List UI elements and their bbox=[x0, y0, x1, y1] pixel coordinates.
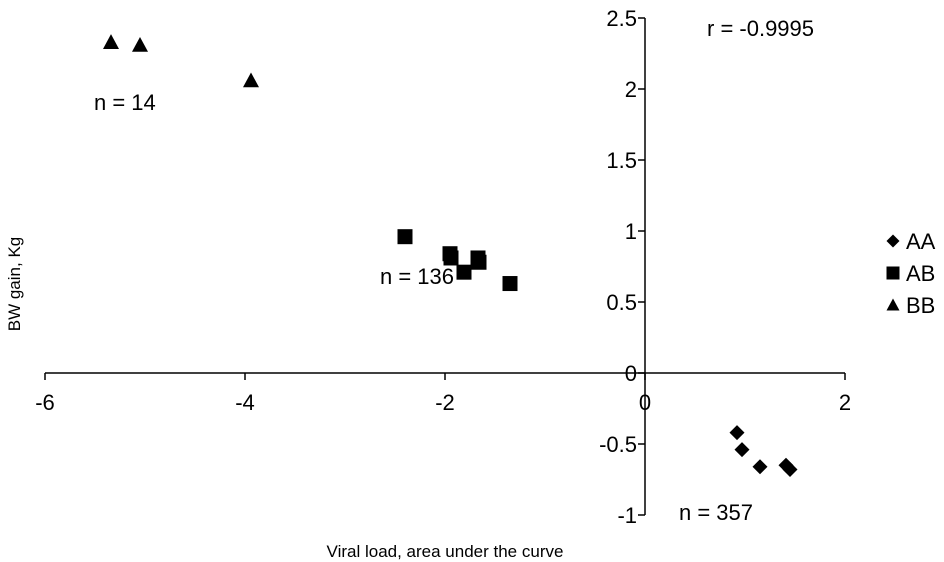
legend-item-aa: AA bbox=[886, 229, 936, 254]
y-axis-title: BW gain, Kg bbox=[5, 237, 24, 332]
axes: -6 -4 -2 0 2 2.521.510.50-0.5-1 bbox=[35, 6, 851, 528]
legend-marker-ab bbox=[886, 266, 900, 280]
x-tick-label: 0 bbox=[639, 390, 651, 415]
legend-item-ab: AB bbox=[886, 261, 935, 286]
point-aa bbox=[752, 459, 768, 475]
n-ab-annotation: n = 136 bbox=[380, 264, 454, 289]
legend-label-ab: AB bbox=[906, 261, 935, 286]
x-tick-label: -4 bbox=[235, 390, 255, 415]
point-bb bbox=[243, 72, 259, 88]
point-ab bbox=[471, 254, 487, 270]
point-ab bbox=[443, 250, 459, 266]
y-tick-labels: 2.5 2 1.5 1 0.5 0 -0.5 -1 bbox=[599, 6, 637, 528]
y-tick-label: 1.5 bbox=[606, 148, 637, 173]
y-tick-label: 1 bbox=[625, 219, 637, 244]
point-aa bbox=[729, 425, 745, 441]
legend-item-bb: BB bbox=[886, 293, 935, 318]
y-tick-label: -1 bbox=[617, 503, 637, 528]
y-tick-label: -0.5 bbox=[599, 432, 637, 457]
point-ab bbox=[456, 264, 472, 280]
legend-marker-aa bbox=[886, 234, 900, 248]
y-tick-label: 0.5 bbox=[606, 290, 637, 315]
series-ab bbox=[397, 229, 518, 292]
x-axis-title: Viral load, area under the curve bbox=[327, 542, 564, 561]
legend-label-aa: AA bbox=[906, 229, 936, 254]
series-aa bbox=[729, 425, 798, 478]
point-aa bbox=[734, 442, 750, 458]
x-tick-labels: -6 -4 -2 0 2 bbox=[35, 390, 851, 415]
x-tick-marks bbox=[44, 373, 846, 380]
legend-label-bb: BB bbox=[906, 293, 935, 318]
y-tick-marks bbox=[638, 17, 645, 516]
y-tick-label: 0 bbox=[625, 361, 637, 386]
point-ab bbox=[502, 276, 518, 292]
x-tick-label: -2 bbox=[435, 390, 455, 415]
legend: AA AB BB bbox=[886, 229, 936, 318]
point-ab bbox=[397, 229, 413, 245]
x-tick-label: -6 bbox=[35, 390, 55, 415]
y-tick-label: 2.5 bbox=[606, 6, 637, 31]
point-bb bbox=[103, 34, 119, 49]
x-tick-label: 2 bbox=[839, 390, 851, 415]
series-bb bbox=[103, 34, 259, 88]
data-markers bbox=[103, 34, 798, 478]
point-bb bbox=[132, 36, 148, 52]
legend-marker-bb bbox=[886, 298, 900, 311]
n-bb-annotation: n = 14 bbox=[94, 90, 156, 115]
point-aa bbox=[782, 462, 798, 478]
n-aa-annotation: n = 357 bbox=[679, 500, 753, 525]
y-tick-label: 2 bbox=[625, 77, 637, 102]
correlation-annotation: r = -0.9995 bbox=[707, 16, 814, 41]
